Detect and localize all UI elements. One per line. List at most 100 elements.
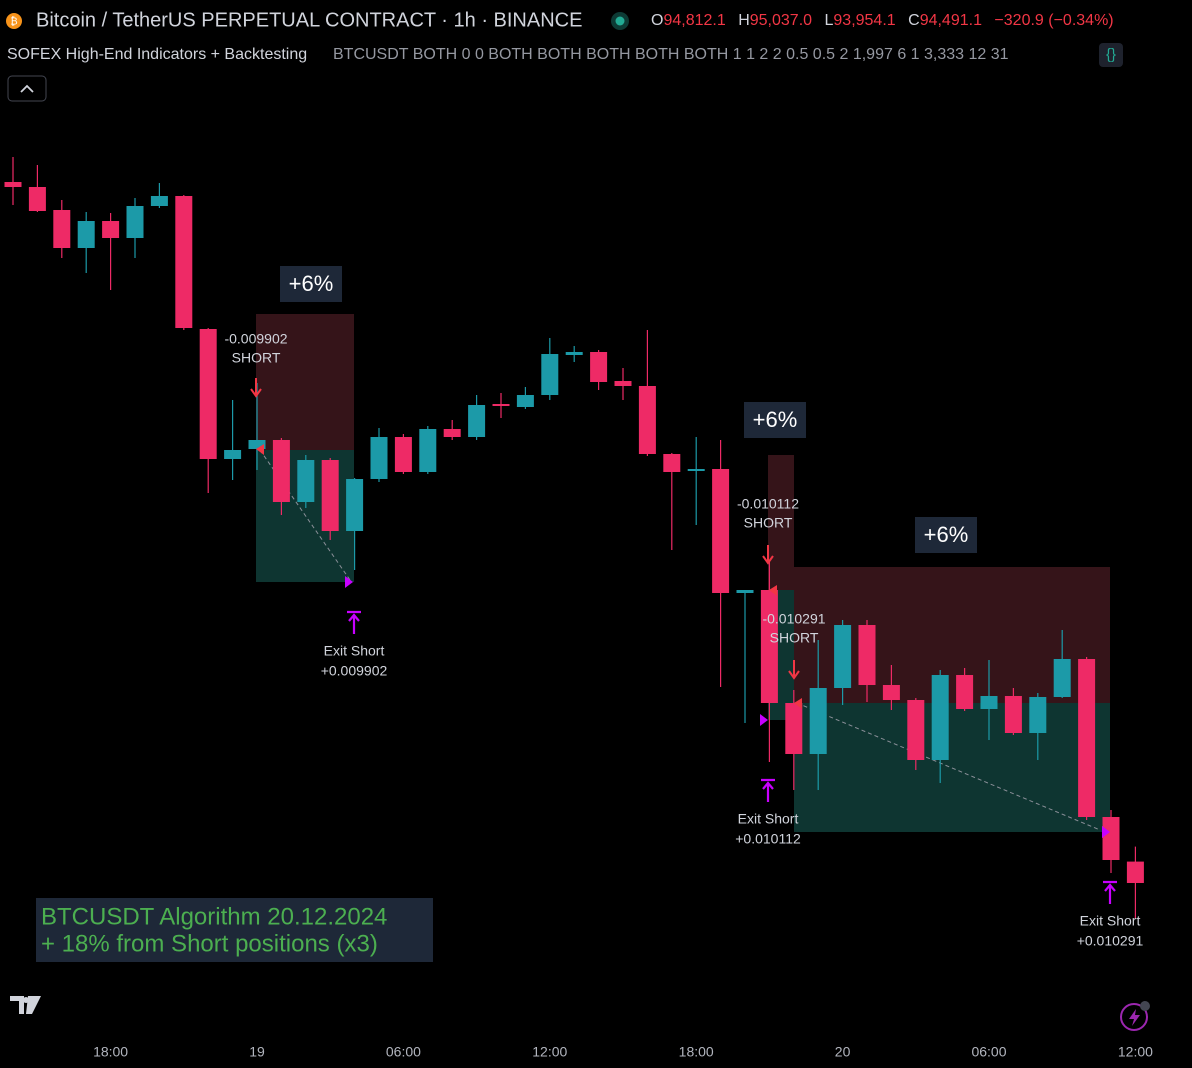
candle-body xyxy=(53,210,71,248)
candle-body xyxy=(28,187,46,211)
candle-body xyxy=(346,479,364,531)
candle-body xyxy=(931,675,949,760)
candle-body xyxy=(638,386,656,454)
collapse-icon[interactable] xyxy=(20,84,34,93)
short-arrow xyxy=(250,378,262,398)
entry-value: -0.010112 xyxy=(737,496,799,512)
candle-body xyxy=(809,688,827,754)
exit-value: +0.010112 xyxy=(735,831,801,847)
exit-value: +0.009902 xyxy=(321,663,388,679)
gain-label: +6% xyxy=(289,271,334,296)
entry-label: SHORT xyxy=(232,350,281,366)
candle-body xyxy=(126,206,144,238)
source-code-button[interactable] xyxy=(1099,43,1123,67)
trade-path xyxy=(259,449,351,581)
candle-body xyxy=(785,703,803,754)
gain-label-box xyxy=(744,402,806,438)
profit-zone xyxy=(794,703,1110,832)
trade-path xyxy=(796,702,1101,831)
exit-value: +0.010291 xyxy=(1077,933,1144,949)
ohlc-value: 93,954.1 xyxy=(833,12,895,29)
ohlc-label: C xyxy=(908,12,920,29)
annotations: +6% -0.009902 SHORT Exit Short +0.009902 +6% -… xyxy=(224,266,1143,949)
gain-label-box xyxy=(280,266,342,302)
exit-label: Exit Short xyxy=(1080,913,1141,929)
exit-label: Exit Short xyxy=(738,811,799,827)
ohlc-value: 94,812.1 xyxy=(663,12,725,29)
caption-line: BTCUSDT Algorithm 20.12.2024 xyxy=(41,903,387,930)
candle-body xyxy=(102,221,120,238)
candle-body xyxy=(516,395,534,407)
alerts-icon[interactable] xyxy=(1120,1003,1148,1031)
candle-body xyxy=(907,700,925,760)
x-tick-label: 06:00 xyxy=(971,1044,1006,1060)
candle-body xyxy=(4,182,22,187)
exit-label: Exit Short xyxy=(324,643,385,659)
candle-body xyxy=(736,590,754,593)
loss-zone xyxy=(256,314,354,450)
market-status-dot xyxy=(615,16,625,26)
collapse-button[interactable] xyxy=(7,75,47,102)
bitcoin-icon xyxy=(6,13,22,29)
entry-value: -0.010291 xyxy=(762,611,825,627)
candle-body xyxy=(492,404,510,406)
x-tick-label: 19 xyxy=(249,1044,265,1060)
candle-body xyxy=(1102,817,1120,860)
candle-body xyxy=(321,460,339,531)
candle-body xyxy=(760,590,778,703)
source-code-icon[interactable]: {} xyxy=(1106,46,1116,63)
candle-body xyxy=(614,381,632,386)
ohlc-values: O94,812.1 H95,037.0 L93,954.1 C94,491.1 … xyxy=(651,12,1114,29)
x-tick-label: 12:00 xyxy=(1118,1044,1153,1060)
short-arrow xyxy=(762,545,774,565)
candle-body xyxy=(712,469,730,593)
candle-body xyxy=(663,454,681,472)
candle-body xyxy=(541,354,559,395)
gain-label-box xyxy=(915,517,977,553)
x-tick-label: 12:00 xyxy=(532,1044,567,1060)
candle-body xyxy=(77,221,95,248)
ohlc-label: O xyxy=(651,12,663,29)
entry-value: -0.009902 xyxy=(224,331,287,347)
entry-marker xyxy=(256,444,264,455)
x-tick-label: 18:00 xyxy=(93,1044,128,1060)
entry-marker xyxy=(794,698,802,709)
caption-box xyxy=(36,898,433,962)
loss-zone xyxy=(768,455,794,590)
exit-arrow xyxy=(1103,880,1117,904)
tradingview-logo[interactable] xyxy=(10,996,41,1014)
markers xyxy=(256,444,1110,838)
alerts-bolt[interactable] xyxy=(1129,1009,1140,1026)
candle-body xyxy=(834,625,852,688)
candle-body xyxy=(1029,697,1047,733)
candle-body xyxy=(882,685,900,700)
candle-body xyxy=(150,196,168,206)
gain-label: +6% xyxy=(924,522,969,547)
candle-body xyxy=(980,696,998,709)
ohlc-label: H xyxy=(738,12,750,29)
candle-body xyxy=(956,675,974,709)
candle-body xyxy=(175,196,193,328)
tradingview-logo-dot xyxy=(23,997,29,1003)
exit-marker xyxy=(760,714,768,726)
ohlc-value: 94,491.1 xyxy=(920,12,982,29)
exit-marker xyxy=(345,576,353,588)
entry-marker xyxy=(769,585,777,596)
entry-label: SHORT xyxy=(770,630,819,646)
indicator-name: SOFEX High-End Indicators + Backtesting xyxy=(7,46,307,63)
x-tick-label: 20 xyxy=(835,1044,851,1060)
candle-body xyxy=(590,352,608,382)
candle-body xyxy=(1004,696,1022,733)
bitcoin-icon-glyph: ₿ xyxy=(10,16,17,28)
candle-body xyxy=(297,460,315,502)
candle-body xyxy=(224,450,242,459)
candle-body xyxy=(1053,659,1071,697)
entry-label: SHORT xyxy=(744,515,793,531)
ohlc-value: 95,037.0 xyxy=(750,12,812,29)
ohlc-label: L xyxy=(824,12,833,29)
candle-body xyxy=(394,437,412,472)
candle-body xyxy=(858,625,876,685)
candle-body xyxy=(468,405,486,437)
